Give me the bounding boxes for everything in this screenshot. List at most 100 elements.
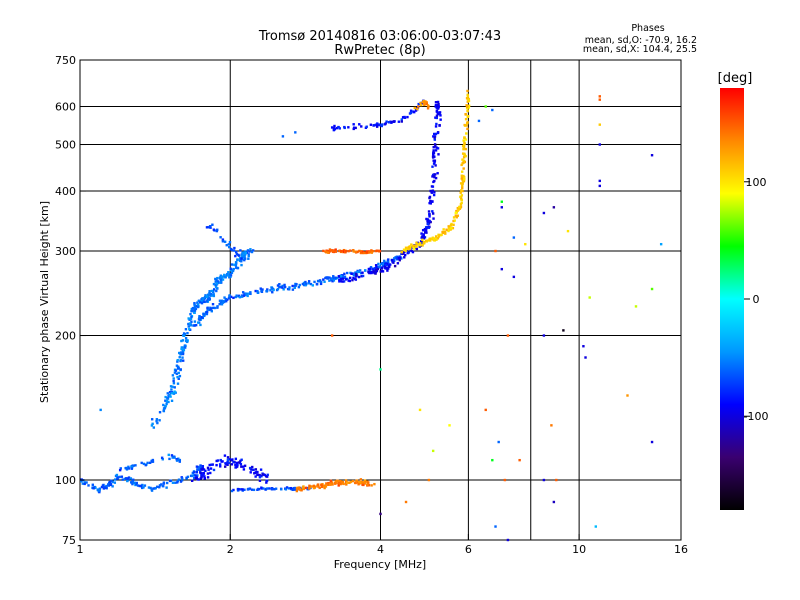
data-point bbox=[316, 279, 320, 283]
data-point bbox=[372, 249, 375, 253]
data-point bbox=[209, 292, 213, 296]
chart-subtitle: RwPretec (8p) bbox=[334, 43, 425, 58]
data-point bbox=[461, 158, 464, 161]
data-point bbox=[109, 483, 112, 487]
data-point bbox=[193, 305, 197, 308]
data-point bbox=[408, 247, 411, 250]
x-axis-label: Frequency [MHz] bbox=[334, 558, 426, 571]
data-point bbox=[234, 466, 237, 469]
data-point bbox=[324, 250, 327, 253]
data-point bbox=[241, 295, 244, 298]
data-point bbox=[158, 484, 162, 487]
data-point bbox=[432, 149, 435, 152]
data-point bbox=[104, 486, 107, 490]
data-point bbox=[491, 108, 494, 112]
data-point bbox=[184, 337, 188, 340]
colorbar-tick-label: 0 bbox=[753, 293, 760, 306]
data-point bbox=[214, 280, 217, 283]
data-point bbox=[358, 249, 361, 253]
data-point bbox=[425, 102, 428, 106]
data-point bbox=[259, 287, 262, 290]
data-point bbox=[348, 279, 351, 283]
data-point bbox=[187, 325, 190, 328]
data-point bbox=[176, 360, 179, 363]
data-point bbox=[432, 217, 435, 220]
data-point bbox=[273, 488, 276, 491]
data-point bbox=[304, 282, 308, 285]
data-point bbox=[219, 278, 223, 282]
data-point bbox=[218, 299, 222, 302]
data-point bbox=[412, 244, 415, 247]
data-point bbox=[233, 246, 236, 250]
data-point bbox=[425, 231, 428, 234]
data-point bbox=[247, 254, 250, 258]
data-point bbox=[127, 465, 130, 469]
data-point bbox=[465, 104, 468, 107]
data-point bbox=[195, 465, 199, 468]
data-point bbox=[435, 109, 439, 113]
data-point bbox=[105, 487, 108, 490]
data-point bbox=[239, 459, 242, 463]
data-point bbox=[341, 480, 345, 484]
data-point bbox=[193, 309, 197, 312]
data-point bbox=[460, 170, 464, 173]
data-point bbox=[594, 525, 598, 528]
data-point bbox=[189, 312, 192, 316]
data-point bbox=[462, 147, 465, 151]
data-point bbox=[171, 374, 175, 377]
data-point bbox=[173, 386, 176, 389]
colorbar-label: [deg] bbox=[718, 71, 753, 86]
data-point bbox=[222, 275, 225, 278]
data-point bbox=[328, 279, 331, 282]
data-point bbox=[176, 481, 179, 484]
data-point bbox=[423, 103, 426, 107]
data-point bbox=[199, 301, 202, 304]
data-point bbox=[143, 484, 147, 487]
data-point bbox=[433, 239, 436, 242]
data-point bbox=[451, 226, 455, 230]
data-point bbox=[460, 201, 463, 205]
data-point bbox=[424, 100, 427, 103]
data-point bbox=[416, 107, 419, 111]
data-point bbox=[506, 538, 510, 542]
data-point bbox=[413, 244, 417, 247]
data-point bbox=[367, 251, 370, 254]
data-point bbox=[434, 235, 438, 238]
data-point bbox=[232, 296, 235, 300]
data-point bbox=[179, 353, 182, 356]
data-point bbox=[227, 273, 231, 276]
data-point bbox=[105, 484, 108, 488]
data-point bbox=[212, 306, 215, 310]
data-point bbox=[234, 264, 238, 267]
data-point bbox=[328, 248, 332, 251]
data-point bbox=[179, 351, 183, 354]
data-point bbox=[241, 291, 245, 294]
data-point bbox=[429, 199, 432, 203]
data-point bbox=[211, 463, 214, 466]
data-point bbox=[178, 356, 181, 359]
data-point bbox=[208, 290, 211, 293]
data-point bbox=[327, 251, 330, 254]
data-point bbox=[124, 466, 127, 470]
data-point bbox=[259, 468, 263, 471]
data-point bbox=[197, 299, 200, 303]
data-point bbox=[161, 458, 164, 461]
y-tick-labels: 75 100 200 300 400 500 600 750 bbox=[55, 54, 86, 547]
data-point bbox=[256, 473, 259, 476]
data-point bbox=[431, 236, 435, 239]
data-point bbox=[116, 476, 120, 479]
data-point bbox=[230, 489, 234, 493]
data-point bbox=[284, 488, 288, 491]
data-point bbox=[307, 280, 311, 283]
data-point bbox=[598, 143, 601, 146]
data-point bbox=[433, 138, 437, 141]
data-point bbox=[254, 289, 257, 293]
data-point bbox=[381, 261, 384, 265]
data-point bbox=[438, 111, 442, 114]
data-point bbox=[237, 461, 241, 464]
data-point bbox=[166, 392, 169, 395]
data-point bbox=[434, 116, 437, 119]
data-point bbox=[466, 95, 470, 98]
phase-stats-title: Phases bbox=[631, 23, 664, 34]
data-point bbox=[252, 468, 255, 472]
